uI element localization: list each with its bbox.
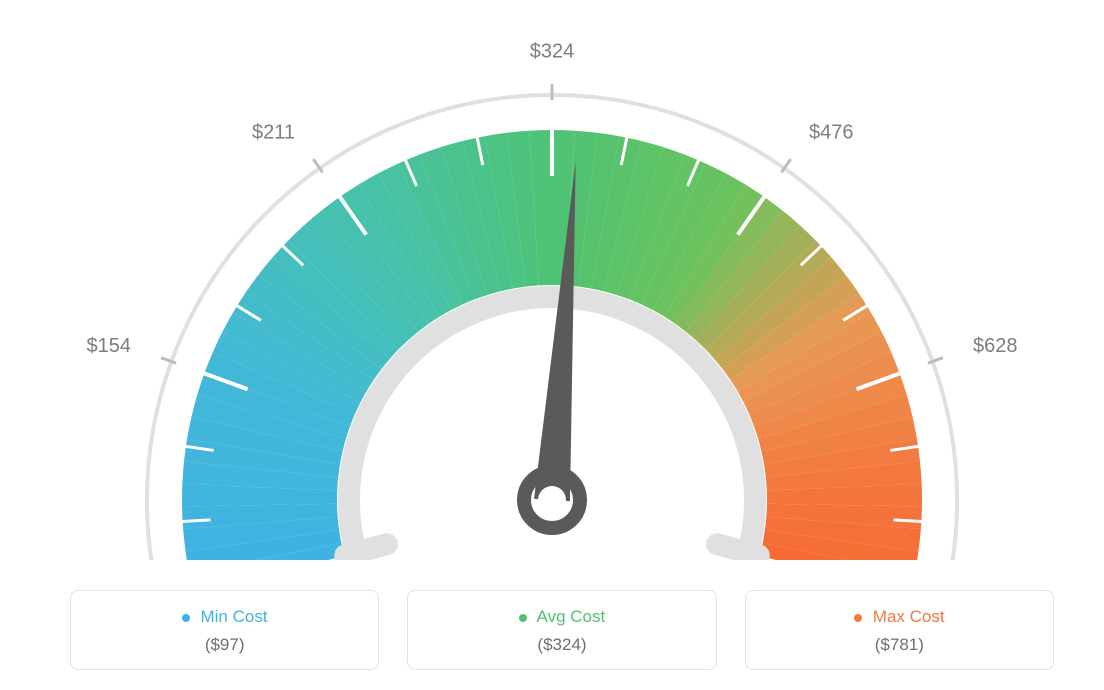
gauge-tick-label: $154 [87, 335, 132, 357]
gauge-tick-label: $324 [530, 40, 575, 62]
legend-value-max: ($781) [756, 635, 1043, 655]
legend-title-min: Min Cost [81, 607, 368, 627]
gauge-tick-label: $476 [809, 121, 854, 143]
legend-title-text: Max Cost [873, 607, 945, 626]
legend-card-max: Max Cost ($781) [745, 590, 1054, 670]
legend-title-text: Avg Cost [537, 607, 606, 626]
legend-card-avg: Avg Cost ($324) [407, 590, 716, 670]
cost-gauge: $97$154$211$324$476$628$781 [0, 0, 1104, 560]
gauge-tick-label: $628 [973, 335, 1018, 357]
dot-icon [854, 614, 862, 622]
legend-value-avg: ($324) [418, 635, 705, 655]
legend-row: Min Cost ($97) Avg Cost ($324) Max Cost … [70, 590, 1054, 670]
dot-icon [519, 614, 527, 622]
legend-title-text: Min Cost [200, 607, 267, 626]
legend-title-avg: Avg Cost [418, 607, 705, 627]
legend-card-min: Min Cost ($97) [70, 590, 379, 670]
dot-icon [182, 614, 190, 622]
gauge-tick-label: $211 [252, 121, 295, 143]
legend-value-min: ($97) [81, 635, 368, 655]
legend-title-max: Max Cost [756, 607, 1043, 627]
